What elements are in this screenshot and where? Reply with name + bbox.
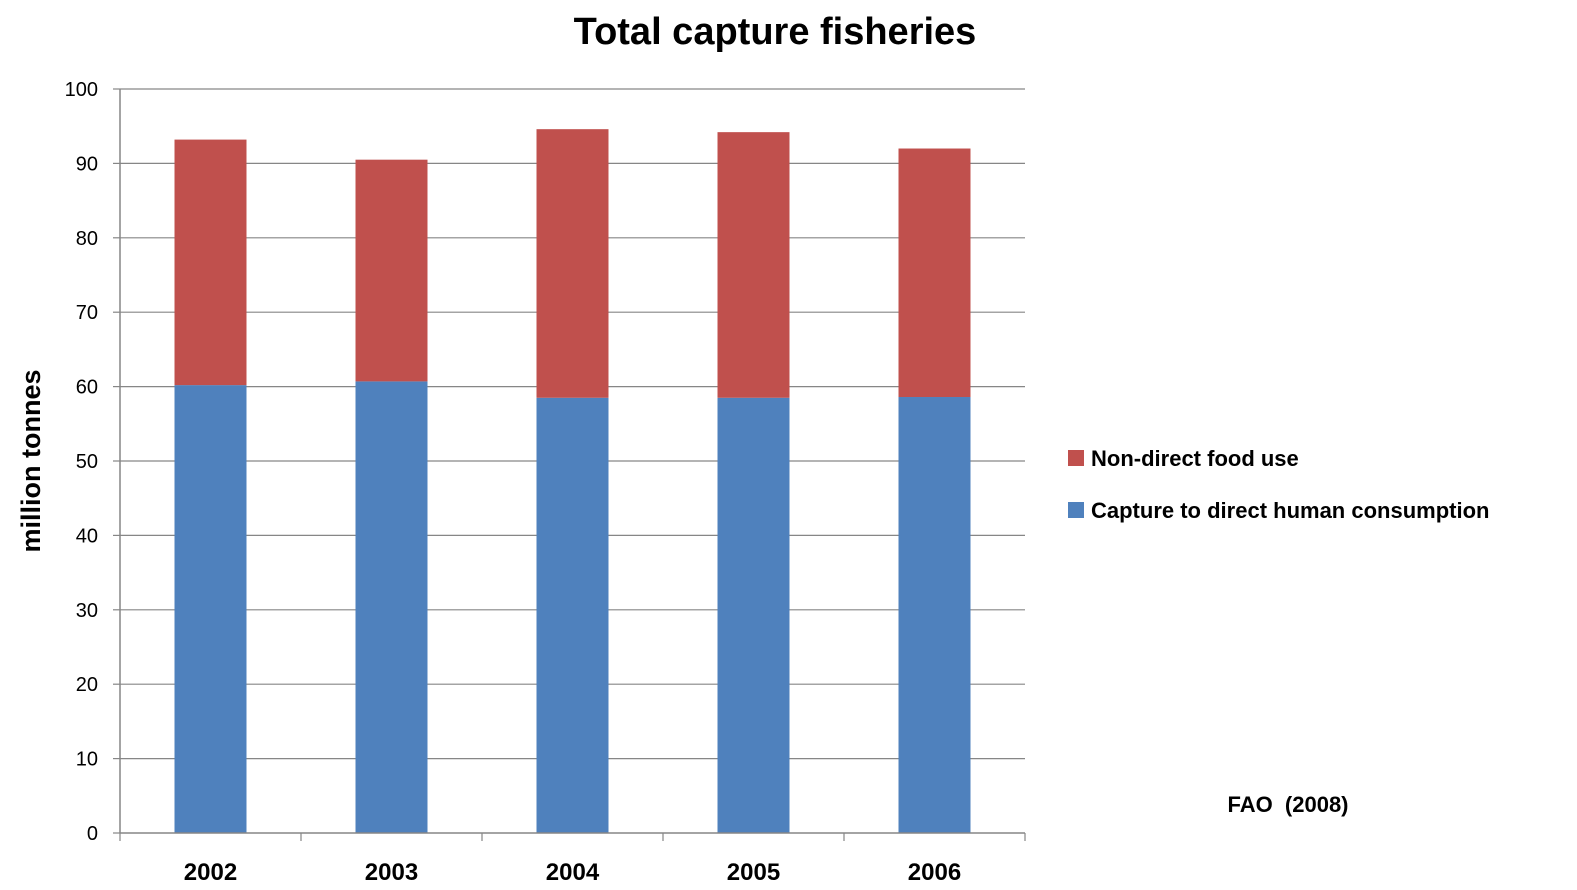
bar-non-direct-food-use-2005 <box>717 132 790 398</box>
bar-non-direct-food-use-2002 <box>174 139 247 386</box>
y-axis-label: million tonnes <box>16 369 46 552</box>
legend-swatch-non-direct-food-use <box>1068 450 1084 466</box>
axes <box>119 89 1025 834</box>
y-tick-label: 30 <box>76 600 98 622</box>
x-tick-labels: 2002 2003 2004 2005 2006 <box>184 859 961 886</box>
x-tick-label: 2003 <box>365 859 418 886</box>
y-tick-label: 0 <box>87 823 98 845</box>
legend-swatch-capture-direct-consumption <box>1068 502 1084 518</box>
legend: Non-direct food use Capture to direct hu… <box>1068 446 1489 523</box>
bar-non-direct-food-use-2004 <box>536 129 609 398</box>
bar-capture-to-direct-human-consumption-2006 <box>898 397 971 833</box>
bar-capture-to-direct-human-consumption-2002 <box>174 385 247 833</box>
y-tick-label: 10 <box>76 749 98 771</box>
y-tick-label: 70 <box>76 302 98 324</box>
legend-label-capture-direct-consumption: Capture to direct human consumption <box>1091 498 1489 523</box>
x-tick-label: 2006 <box>908 859 961 886</box>
bars <box>174 129 971 833</box>
x-tick-label: 2002 <box>184 859 237 886</box>
x-tick-label: 2004 <box>546 859 600 886</box>
bar-capture-to-direct-human-consumption-2003 <box>355 381 428 833</box>
y-tick-label: 80 <box>76 228 98 250</box>
bar-capture-to-direct-human-consumption-2005 <box>717 397 790 833</box>
bar-non-direct-food-use-2006 <box>898 148 971 398</box>
y-tick-labels: 0 10 20 30 40 50 60 70 80 90 100 <box>65 79 98 845</box>
source-annotation: FAO (2008) <box>1227 792 1348 817</box>
legend-label-non-direct-food-use: Non-direct food use <box>1091 446 1299 471</box>
chart-title: Total capture fisheries <box>574 11 977 53</box>
y-tick-label: 100 <box>65 79 98 101</box>
bar-non-direct-food-use-2003 <box>355 159 428 382</box>
y-tick-label: 60 <box>76 377 98 399</box>
y-tick-label: 20 <box>76 674 98 696</box>
x-tick-label: 2005 <box>727 859 780 886</box>
y-tick-label: 40 <box>76 525 98 547</box>
y-tick-label: 90 <box>76 153 98 175</box>
y-tick-label: 50 <box>76 451 98 473</box>
bar-capture-to-direct-human-consumption-2004 <box>536 397 609 833</box>
